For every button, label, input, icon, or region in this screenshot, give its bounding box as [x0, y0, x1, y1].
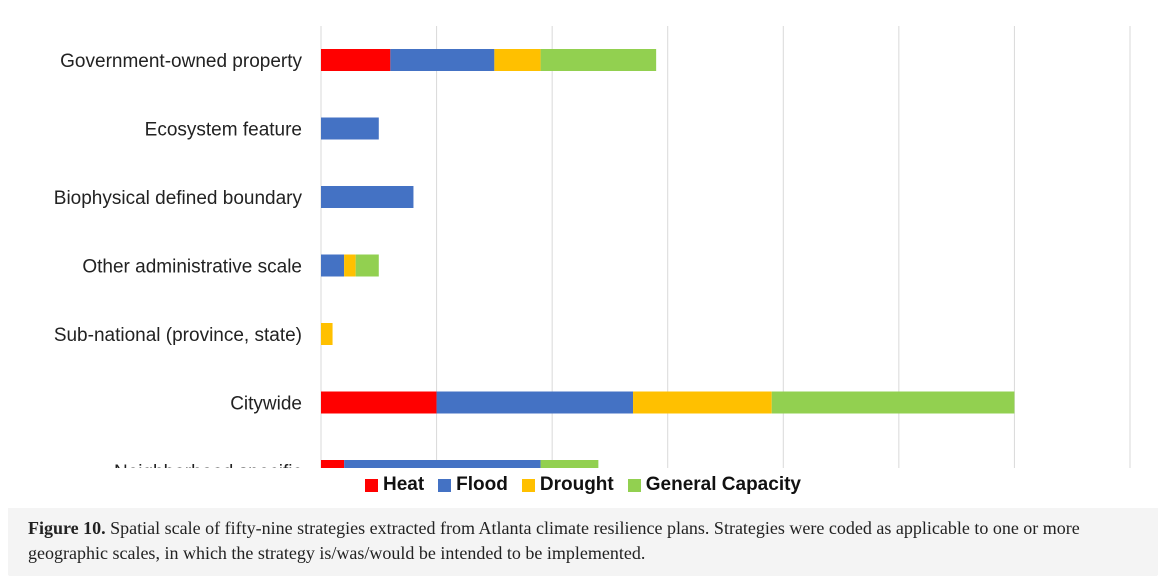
bar-drought: [321, 323, 333, 345]
legend-item: Heat: [364, 474, 425, 496]
bar-drought: [633, 391, 772, 414]
legend-swatch: [627, 478, 641, 492]
legend-label: Flood: [456, 474, 508, 495]
bar-flood: [321, 117, 379, 140]
category-label: Other administrative scale: [82, 257, 302, 278]
bar-general-capacity: [540, 460, 599, 468]
legend-swatch: [521, 478, 535, 492]
category-label: Ecosystem feature: [145, 120, 302, 141]
bar-flood: [344, 460, 541, 468]
bar-drought: [494, 49, 541, 71]
category-label: Biophysical defined boundary: [54, 188, 303, 209]
stacked-bar-chart: Government-owned property Ecosystem featu…: [54, 26, 1131, 468]
bar-general-capacity: [540, 49, 657, 71]
category-label: Citywide: [230, 394, 302, 415]
bar-heat: [321, 460, 345, 468]
category-label: Sub-national (province, state): [54, 325, 302, 346]
legend-swatch: [438, 478, 452, 492]
category-label: Neighborhood specific: [114, 462, 302, 468]
bar-flood: [390, 49, 495, 71]
legend-item: General Capacity: [627, 474, 801, 496]
caption-text: Spatial scale of fifty-nine strategies e…: [28, 518, 1080, 563]
bar-general-capacity: [355, 254, 379, 277]
legend-label: General Capacity: [645, 474, 801, 495]
figure-label: Figure 10.: [28, 518, 106, 538]
bar-flood: [436, 391, 634, 414]
figure-caption: Figure 10. Spatial scale of fifty-nine s…: [28, 516, 1138, 566]
bar-general-capacity: [771, 391, 1015, 414]
bar-drought: [344, 254, 356, 277]
legend-label: Drought: [539, 474, 614, 495]
legend-item: Flood: [438, 474, 508, 496]
category-label: Government-owned property: [60, 51, 302, 72]
legend-item: Drought: [521, 474, 614, 496]
bar-flood: [321, 254, 345, 277]
chart-legend: Heat Flood Drought General Capacity: [8, 474, 1158, 498]
bar-heat: [321, 49, 391, 71]
bar-flood: [321, 186, 414, 208]
legend-swatch: [364, 478, 378, 492]
chart-panel: Government-owned property Ecosystem featu…: [8, 8, 1158, 508]
legend-label: Heat: [382, 474, 425, 495]
bar-heat: [321, 391, 437, 414]
